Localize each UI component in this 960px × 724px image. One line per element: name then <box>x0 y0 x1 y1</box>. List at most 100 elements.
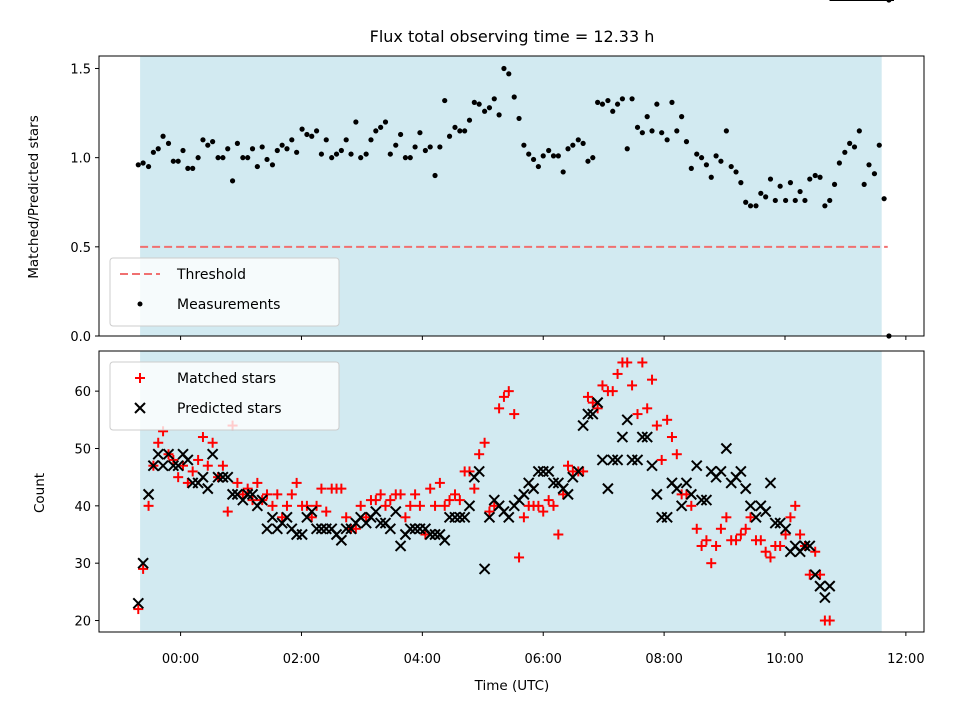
matched-star-point <box>671 449 682 460</box>
measurement-point <box>847 140 853 146</box>
matched-star-point <box>484 506 495 517</box>
measurement-point <box>827 197 833 204</box>
matched-star-point <box>627 380 638 391</box>
measurement-point <box>634 124 641 130</box>
matched-star-point <box>479 437 490 448</box>
matched-star-point <box>138 563 149 574</box>
measurement-point <box>284 146 290 152</box>
matched-star-point <box>647 374 658 385</box>
measurement-point <box>674 128 680 134</box>
matched-star-point <box>400 512 411 523</box>
matched-star-point <box>449 489 460 500</box>
measurement-point <box>402 155 409 161</box>
measurement-point <box>614 101 621 107</box>
measurement-point <box>264 156 270 163</box>
matched-star-point <box>755 535 766 546</box>
matched-star-point <box>686 500 697 511</box>
predicted-star-point <box>824 580 836 592</box>
measurement-point <box>378 124 384 130</box>
matched-star-point <box>533 500 544 511</box>
predicted-star-point <box>167 459 180 472</box>
axes-frame-ratio <box>98 55 925 337</box>
measurement-point <box>220 155 226 161</box>
predicted-star-point <box>222 471 234 483</box>
measurement-point <box>155 146 161 152</box>
predicted-star-point <box>621 414 633 426</box>
matched-star-point <box>810 546 821 557</box>
predicted-star-point <box>182 454 194 466</box>
legend-box <box>109 257 340 327</box>
measurement-point <box>452 124 458 130</box>
measurement-point <box>348 151 354 157</box>
measurement-point <box>135 162 141 168</box>
measurement-point <box>309 133 315 139</box>
measurement-point <box>861 181 867 188</box>
y-axis-label-count: Count <box>32 473 48 513</box>
predicted-star-point <box>212 471 224 483</box>
predicted-star-point <box>671 482 683 495</box>
predicted-star-point <box>473 465 485 478</box>
y-tick-label-count: 60 <box>74 385 91 400</box>
chart-title: Flux total observing time = 12.33 h <box>370 27 655 46</box>
predicted-star-point <box>394 540 407 552</box>
matched-star-point <box>420 529 431 540</box>
measurement-point <box>688 165 694 171</box>
matched-star-point <box>405 500 416 511</box>
matched-star-point <box>715 523 726 534</box>
matched-star-point <box>494 403 505 414</box>
predicted-star-point <box>691 459 703 472</box>
measurement-point <box>723 128 729 134</box>
predicted-star-point <box>611 454 624 466</box>
matched-star-point <box>336 483 347 494</box>
measurement-point <box>387 151 393 157</box>
matched-star-point <box>622 357 633 368</box>
matched-star-point <box>178 460 189 471</box>
predicted-star-point <box>142 488 155 501</box>
measurement-point <box>462 128 468 134</box>
predicted-star-point <box>804 540 816 552</box>
legend-label: Threshold <box>176 267 246 283</box>
predicted-star-point <box>152 448 164 460</box>
measurement-point <box>466 117 473 123</box>
predicted-star-point <box>602 482 614 495</box>
x-tick-label: 12:00 <box>887 652 924 667</box>
measurement-point <box>446 133 453 139</box>
matched-star-point <box>681 489 692 500</box>
measurement-point <box>836 160 842 166</box>
matched-star-point <box>632 409 643 420</box>
matched-star-point <box>804 569 815 580</box>
predicted-star-point <box>157 459 169 472</box>
measurement-point <box>358 155 364 161</box>
measurement-point <box>817 174 823 180</box>
measurement-point <box>526 151 532 157</box>
matched-star-point <box>790 500 801 511</box>
measurement-point <box>318 151 325 157</box>
measurement-point <box>683 139 690 145</box>
measurement-point <box>329 155 335 161</box>
predicted-star-point <box>241 488 254 501</box>
measurement-point <box>150 149 156 155</box>
legend-ratio: Threshold Measurements <box>109 257 340 327</box>
matched-star-point <box>321 506 332 517</box>
measurement-point <box>245 155 251 161</box>
measurement-point <box>530 156 537 163</box>
predicted-star-point <box>246 488 259 501</box>
matched-star-point <box>395 489 406 500</box>
predicted-star-point <box>261 523 273 535</box>
measurement-point <box>610 108 616 114</box>
matched-star-point <box>691 523 702 534</box>
y-axis-label-ratio: Matched/Predicted stars <box>26 115 42 278</box>
matched-star-point <box>474 449 485 460</box>
matched-star-point <box>207 437 218 448</box>
measurement-point <box>787 180 794 186</box>
measurement-point <box>432 172 438 179</box>
measurement-point <box>694 151 700 157</box>
predicted-star-point <box>799 540 811 552</box>
measurement-point <box>777 183 783 189</box>
predicted-star-point <box>700 494 713 506</box>
measurement-point <box>397 131 404 138</box>
matched-star-point <box>731 535 742 546</box>
predicted-star-point <box>424 528 436 541</box>
measurement-point <box>708 174 714 180</box>
